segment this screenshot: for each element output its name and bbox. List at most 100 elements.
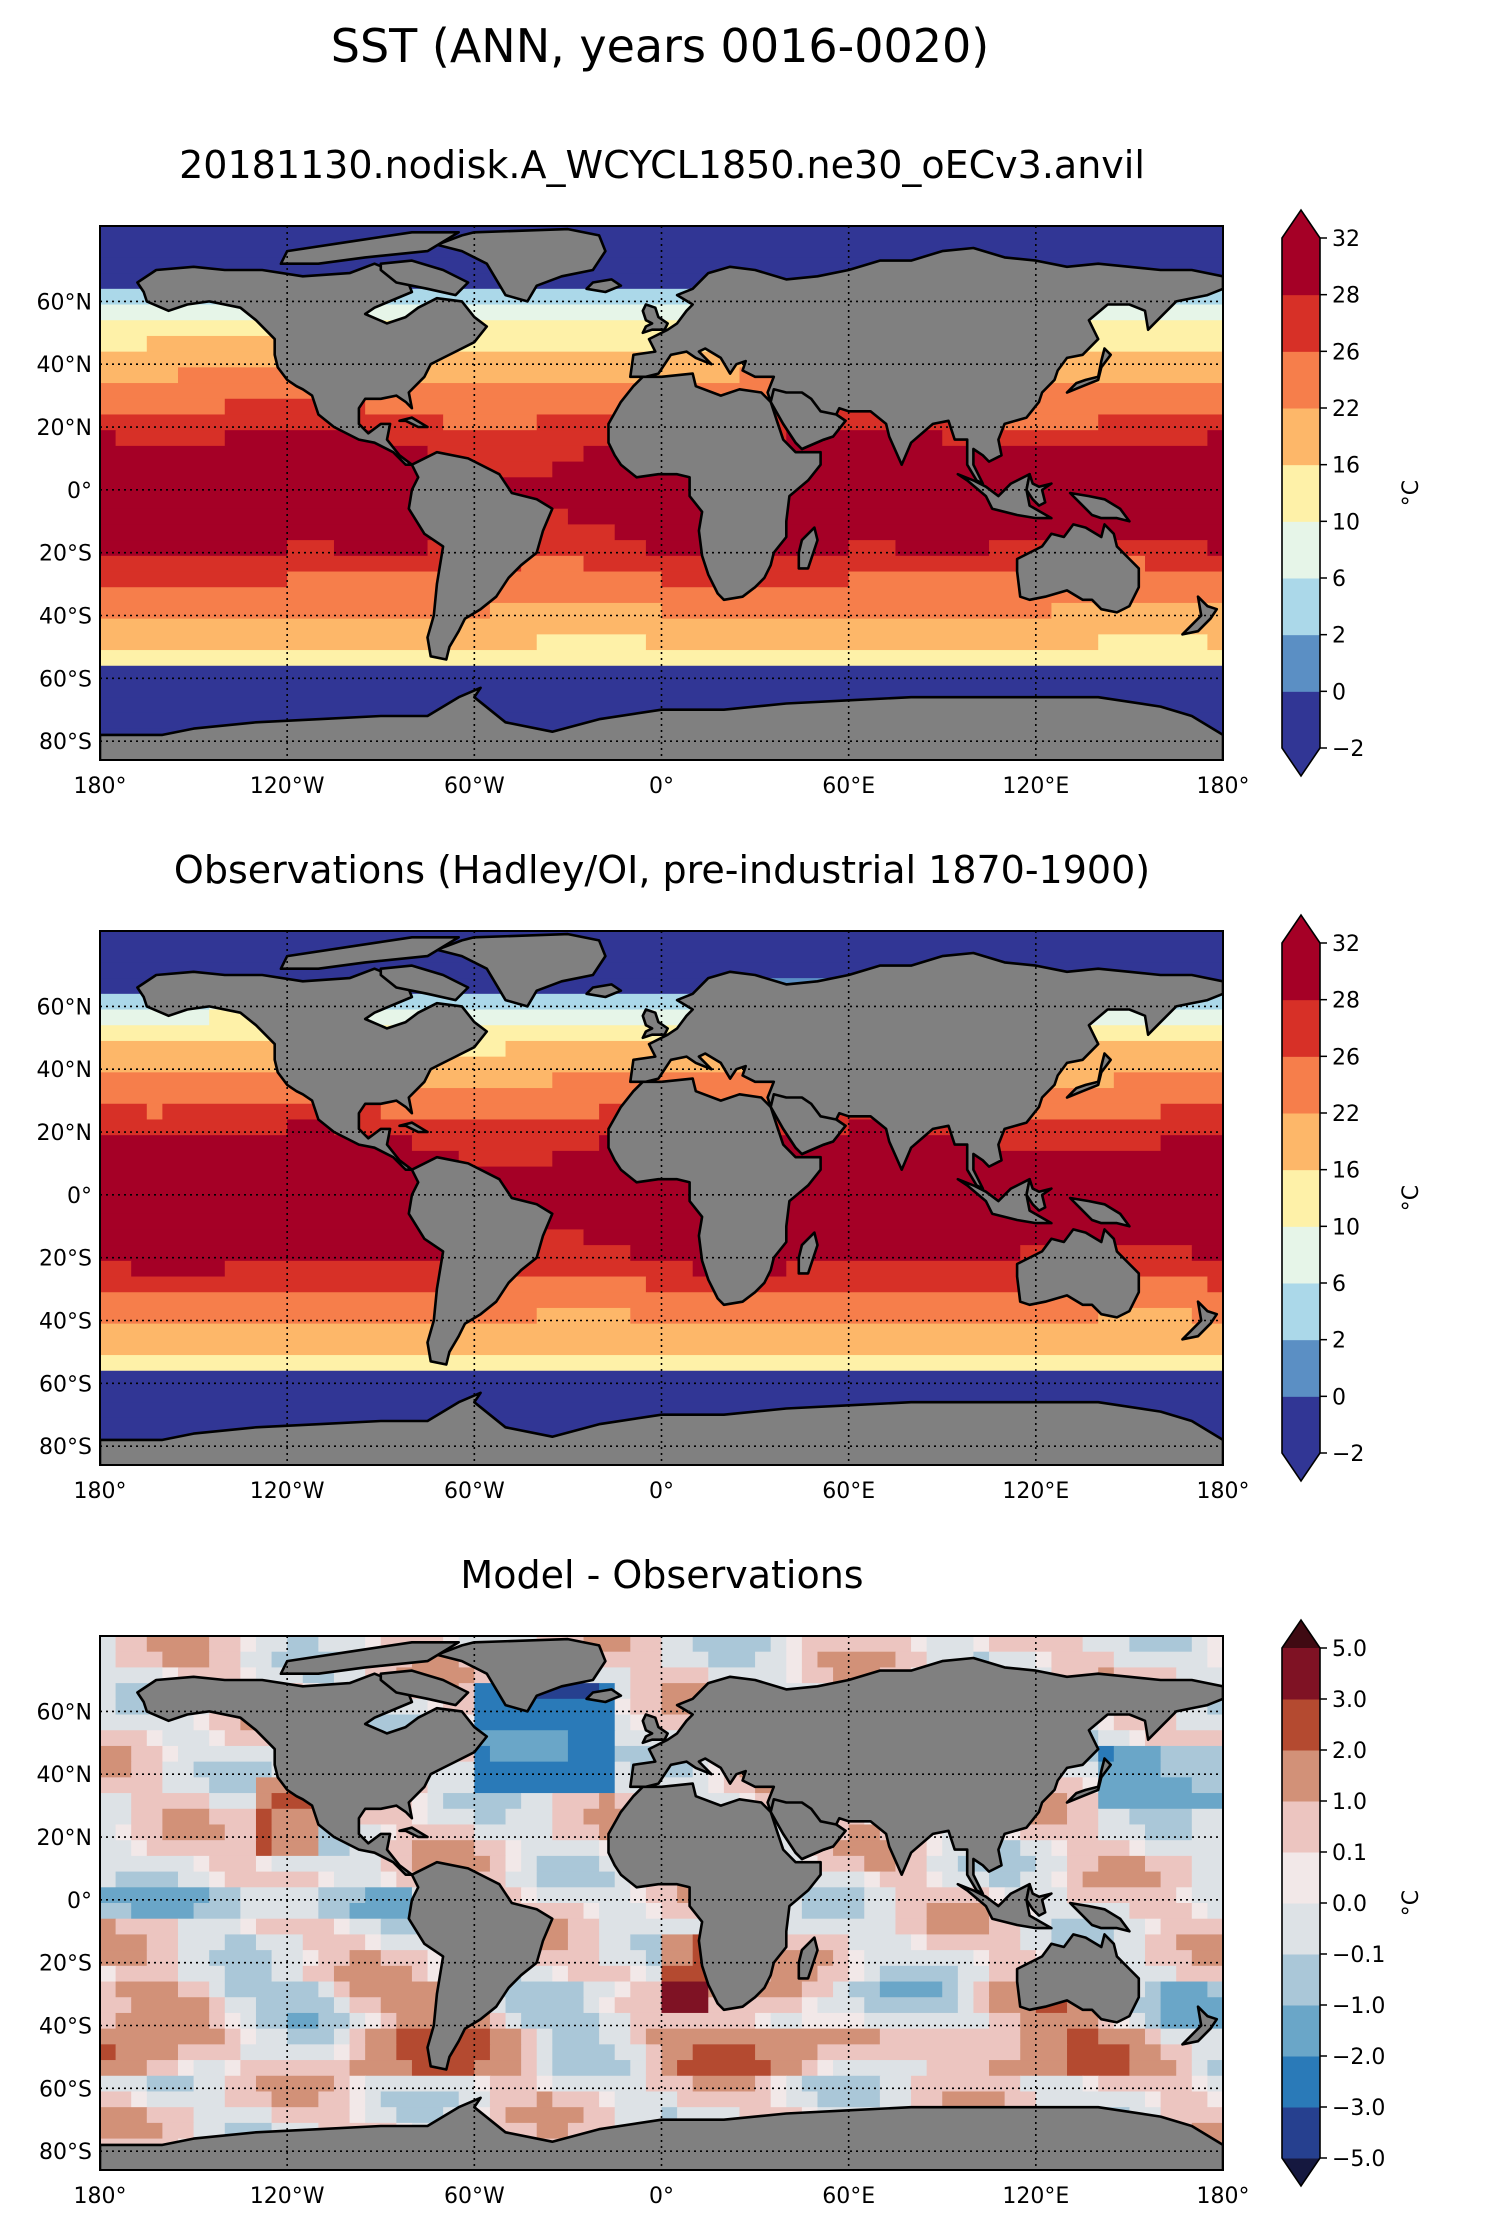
field-cell <box>427 1808 475 1826</box>
field-cell <box>224 2060 241 2077</box>
colorbar-extend-high <box>1282 210 1320 238</box>
land-new-zealand <box>1181 2005 1219 2046</box>
field-cell <box>536 2075 553 2093</box>
colorbar-segment <box>1282 1113 1320 1171</box>
field-cell <box>1129 2044 1162 2061</box>
field-cell <box>536 2091 553 2108</box>
field-cell <box>146 2091 226 2108</box>
field-cell <box>1113 1651 1209 1669</box>
field-cell <box>1098 1745 1115 1763</box>
field-cell <box>1098 1808 1131 1826</box>
field-cell <box>536 2060 553 2077</box>
field-cell <box>224 2075 257 2093</box>
lon-tick-label: 180° <box>1197 2184 1250 2209</box>
field-cell <box>1098 1777 1193 1794</box>
field-cell <box>474 1276 647 1293</box>
field-cell <box>255 1934 304 1951</box>
field-cell <box>209 1651 241 1669</box>
field-cell <box>349 2060 413 2077</box>
field-cell <box>365 2012 382 2030</box>
field-cell <box>240 2012 257 2030</box>
field-cell <box>552 1793 600 1810</box>
lat-tick-label: 80°S <box>39 1435 92 1460</box>
colorbar-unit-label: °C <box>1399 1185 1424 1211</box>
field-cell <box>115 2044 179 2061</box>
field-cell <box>1160 1918 1223 1936</box>
field-cell <box>630 1636 663 1653</box>
field-cell <box>989 2060 1068 2077</box>
graticule <box>100 931 1223 1465</box>
field-cell <box>1160 1997 1223 2014</box>
field-cell <box>645 1276 1037 1293</box>
field-cell <box>926 1934 1021 1951</box>
field-cell <box>100 1793 132 1810</box>
field-cell <box>240 1887 319 1904</box>
field-cell <box>536 2044 553 2061</box>
field-cell <box>177 1934 226 1951</box>
field-cell <box>271 1824 319 1841</box>
field-cell <box>255 2028 288 2045</box>
field-cell <box>349 1808 413 1826</box>
land-australia <box>1015 1933 1141 2024</box>
field-cell <box>1129 1903 1193 1920</box>
field-cell <box>599 2028 631 2045</box>
field-cell <box>1145 1840 1223 1857</box>
colorbar-extend-high <box>1282 915 1320 943</box>
map-field <box>100 1636 1223 2170</box>
land-antarctica <box>100 1391 1223 1465</box>
field-cell <box>489 2044 522 2061</box>
colorbar-segment <box>1282 943 1320 1001</box>
field-cell <box>146 2107 195 2124</box>
lat-tick-label: 20°S <box>39 1247 92 1272</box>
colorbar-tick-label: 2 <box>1332 1329 1346 1354</box>
field-cell <box>770 2012 803 2030</box>
colorbar-segment <box>1282 294 1320 352</box>
lon-tick-label: 120°W <box>250 774 325 799</box>
field-cell <box>1207 2091 1223 2108</box>
field-cell <box>365 2028 397 2045</box>
field-cell <box>349 2091 366 2108</box>
lat-tick-label: 20°S <box>39 1952 92 1977</box>
field-cell <box>630 1667 709 1684</box>
field-cell <box>505 2107 585 2124</box>
field-cell <box>100 1934 148 1951</box>
field-cell <box>989 1636 1084 1653</box>
field-cell <box>240 1918 257 1936</box>
field-cell <box>864 1887 897 1904</box>
field-cell <box>287 1636 319 1653</box>
field-cell <box>536 1855 600 1873</box>
field-cell <box>474 1761 616 1778</box>
lat-tick-label: 40°S <box>39 2015 92 2040</box>
field-cell <box>100 367 179 384</box>
lon-tick-label: 60°W <box>444 2184 505 2209</box>
field-cell <box>864 1965 881 1983</box>
field-cell <box>146 1840 257 1857</box>
lat-tick-label: 0° <box>67 479 92 504</box>
field-cell <box>786 2075 803 2093</box>
field-cell <box>162 1808 210 1826</box>
field-cell <box>1145 1918 1162 1936</box>
field-cell <box>1051 602 1223 620</box>
field-cell <box>115 1824 132 1841</box>
field-cell <box>521 1793 553 1810</box>
land-madagascar <box>797 1231 819 1275</box>
field-cell <box>973 1135 1162 1152</box>
field-cell <box>255 1918 335 1936</box>
field-cell <box>100 1150 460 1168</box>
field-cell <box>349 2028 366 2045</box>
field-cell <box>755 1651 787 1669</box>
field-cell <box>224 1981 319 1998</box>
field-cell <box>474 1824 553 1841</box>
land-baffin <box>379 964 470 1002</box>
field-cell <box>349 2107 366 2124</box>
field-cell <box>1129 1808 1193 1826</box>
lat-tick-label: 40°S <box>39 605 92 630</box>
field-cell <box>489 1745 569 1763</box>
field-cell <box>100 1840 132 1857</box>
field-cell <box>957 1981 975 1998</box>
colorbar-tick-label: −5.0 <box>1332 2147 1385 2172</box>
field-cell <box>146 1103 163 1121</box>
land-cuba <box>398 1121 429 1134</box>
field-cell <box>100 1918 117 1936</box>
field-cell <box>318 1950 351 1967</box>
